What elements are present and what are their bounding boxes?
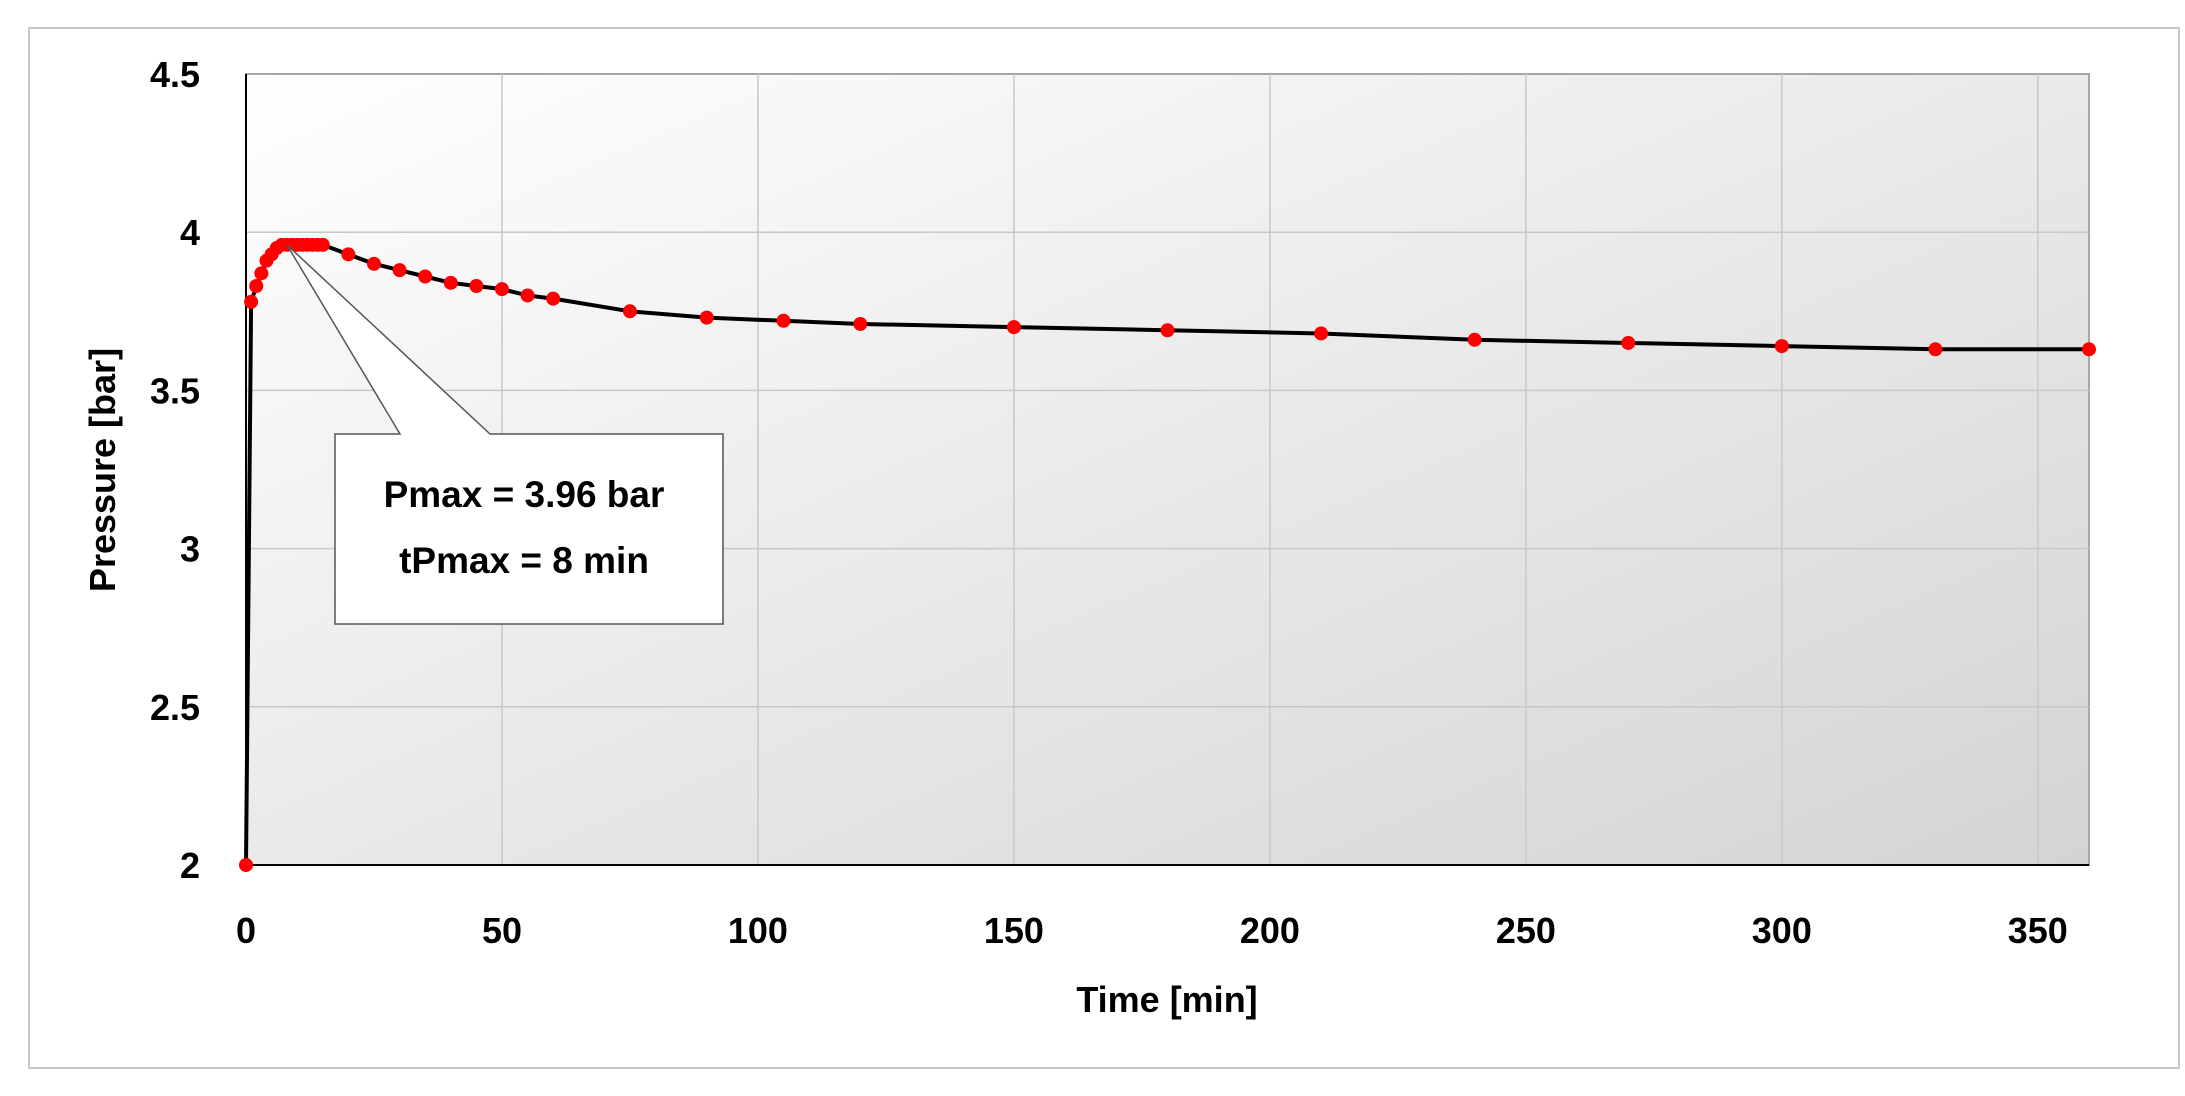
data-point	[254, 266, 269, 281]
data-point	[494, 282, 509, 297]
x-tick-label: 250	[1496, 910, 1556, 951]
data-point	[341, 247, 356, 262]
data-point	[699, 310, 714, 325]
data-point	[315, 237, 330, 252]
data-point	[2082, 342, 2096, 357]
y-tick-label: 4.5	[150, 54, 200, 95]
data-point	[469, 278, 484, 293]
x-tick-labels: 0 50 100 150 200 250 300 350	[236, 910, 2068, 951]
data-point	[418, 269, 433, 284]
y-tick-label: 3.5	[150, 370, 200, 411]
annotation-line-2: tPmax = 8 min	[399, 540, 649, 581]
data-point	[1006, 320, 1021, 335]
data-point	[1467, 332, 1482, 347]
y-axis-title: Pressure [bar]	[82, 348, 123, 592]
y-tick-labels: 2 2.5 3 3.5 4 4.5	[150, 54, 200, 886]
y-tick-label: 2.5	[150, 687, 200, 728]
data-point	[1928, 342, 1943, 357]
data-point	[1314, 326, 1329, 341]
data-point	[776, 313, 791, 328]
callout-box	[286, 244, 724, 625]
data-point	[853, 316, 868, 331]
y-tick-label: 2	[180, 845, 200, 886]
data-point	[520, 288, 535, 303]
data-point	[249, 278, 264, 293]
y-tick-label: 4	[180, 212, 200, 253]
data-point	[392, 263, 407, 278]
x-tick-label: 350	[2008, 910, 2068, 951]
x-tick-label: 300	[1752, 910, 1812, 951]
data-point	[1160, 323, 1175, 338]
grid-lines	[246, 74, 2089, 865]
series-pressure	[239, 237, 2096, 872]
x-tick-label: 200	[1240, 910, 1300, 951]
x-tick-label: 0	[236, 910, 256, 951]
x-axis-title: Time [min]	[1076, 979, 1257, 1020]
data-point	[1621, 335, 1636, 350]
data-point	[622, 304, 637, 319]
data-point	[239, 858, 253, 872]
annotation-callout: Pmax = 3.96 bar tPmax = 8 min	[286, 244, 724, 625]
x-tick-label: 50	[482, 910, 522, 951]
annotation-line-1: Pmax = 3.96 bar	[384, 474, 665, 515]
data-point	[443, 275, 458, 290]
data-point	[1774, 339, 1789, 354]
data-point	[366, 256, 381, 271]
x-tick-label: 150	[984, 910, 1044, 951]
data-point	[244, 294, 259, 309]
data-point	[546, 291, 561, 306]
x-tick-label: 100	[728, 910, 788, 951]
y-tick-label: 3	[180, 529, 200, 570]
